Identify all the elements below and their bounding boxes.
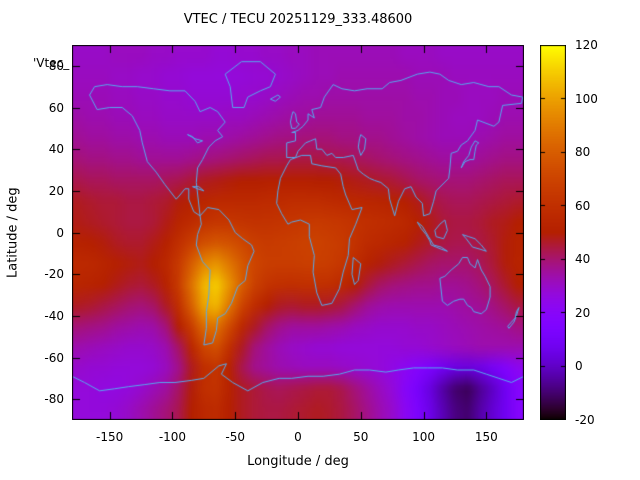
heatmap-canvas xyxy=(72,45,524,420)
colorbar-tick-label: 40 xyxy=(575,252,591,267)
x-tick-label: 50 xyxy=(353,430,369,444)
y-tick-label: 0 xyxy=(56,225,64,240)
x-axis-label: Longitude / deg xyxy=(247,454,349,469)
x-tick-label: 100 xyxy=(412,430,435,444)
key-label: 'Vtec_ xyxy=(33,56,70,70)
y-tick-label: -20 xyxy=(44,267,64,282)
y-tick-label: 60 xyxy=(48,100,64,115)
x-tick-label: 0 xyxy=(294,430,302,444)
colorbar-tick-label: -20 xyxy=(575,413,595,427)
colorbar-tick-label: 120 xyxy=(575,38,598,52)
colorbar-tick-label: 0 xyxy=(575,359,583,374)
colorbar-tick-label: 80 xyxy=(575,145,591,160)
x-tick-label: -50 xyxy=(225,430,246,444)
y-tick-label: -60 xyxy=(44,350,64,365)
colorbar-tick-label: 20 xyxy=(575,305,591,320)
y-tick-label: -40 xyxy=(44,308,64,323)
y-tick-label: 40 xyxy=(48,142,64,157)
y-tick-label: 80 xyxy=(48,58,64,73)
y-axis-label: Latitude / deg xyxy=(5,187,21,278)
x-tick-label: -150 xyxy=(96,430,124,444)
chart-title: VTEC / TECU 20251129_333.48600 xyxy=(183,12,413,27)
x-tick-label: -100 xyxy=(158,430,187,444)
x-tick-label: 150 xyxy=(474,430,498,444)
y-tick-label: -80 xyxy=(44,392,64,407)
colorbar-canvas xyxy=(540,45,566,420)
colorbar-tick-label: 60 xyxy=(575,198,591,213)
colorbar-tick-label: 100 xyxy=(575,91,598,106)
y-tick-label: 20 xyxy=(48,183,64,198)
